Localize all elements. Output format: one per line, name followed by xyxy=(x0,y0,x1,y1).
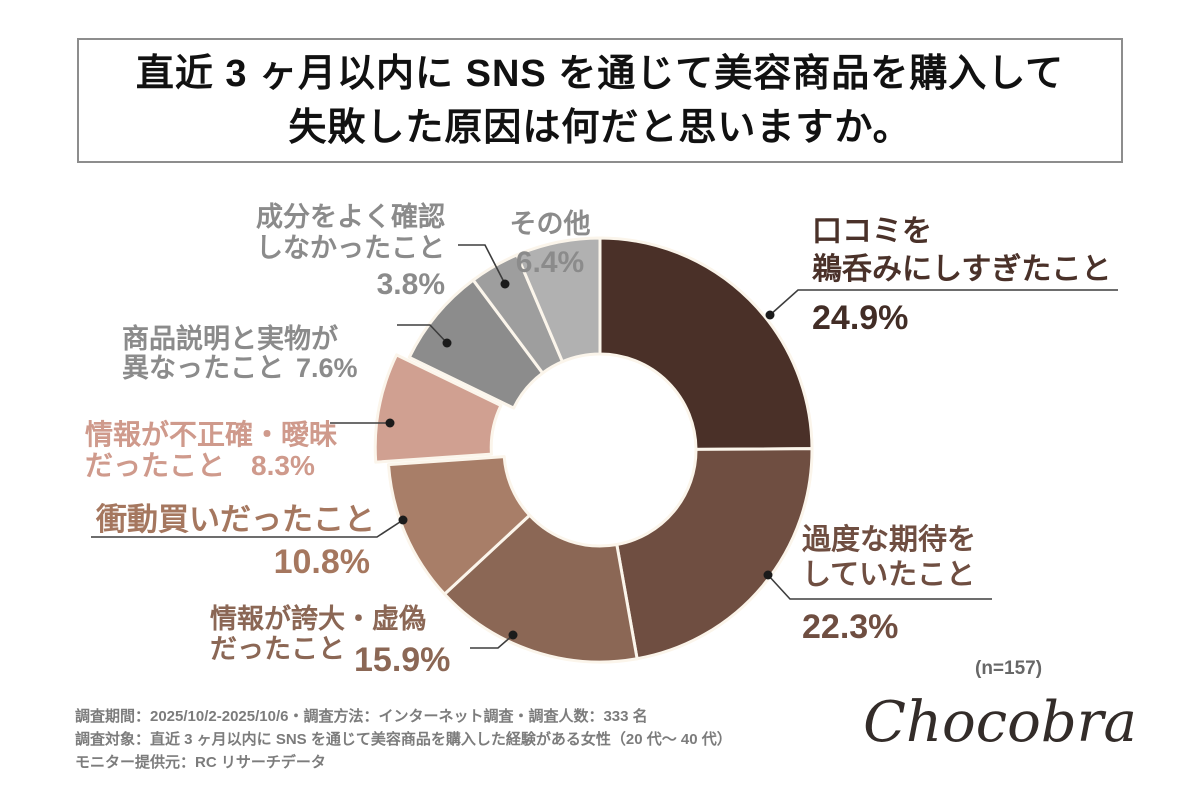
survey-notes: 調査期間：2025/10/2-2025/10/6・調査方法：インターネット調査・… xyxy=(75,708,732,771)
callout-seibun-text: 成分をよく確認 しなかったこと xyxy=(256,202,445,263)
donut-segment-shodo xyxy=(387,455,532,596)
callout-shohin-label: 商品説明と実物が 異なったこと 7.6% xyxy=(122,296,358,383)
callout-kado-pct: 22.3% xyxy=(802,608,899,646)
callout-fuseikaku-label: 情報が不正確・曖昧 だったこと 8.3% xyxy=(85,388,337,481)
brand-logo: Chocobra xyxy=(863,690,1137,755)
page-title: 直近 3 ヶ月以内に SNS を通じて美容商品を購入して 失敗した原因は何だと思… xyxy=(135,52,1065,149)
callout-kodai-label: 情報が誇大・虚偽 だったこと xyxy=(210,604,426,664)
donut-segment-kado xyxy=(615,447,814,661)
callout-shodo-label: 衝動買いだったこと xyxy=(96,502,375,537)
callout-sonota-label: その他 6.4% xyxy=(503,202,597,280)
callout-fuseikaku-pct: 8.3% xyxy=(251,450,315,481)
callout-kuchikomi-pct: 24.9% xyxy=(812,299,909,337)
callout-sonota-pct: 6.4% xyxy=(515,246,585,279)
donut-segment-kodai xyxy=(443,513,639,664)
donut-segment-fuseikaku xyxy=(373,353,503,464)
callout-kodai-pct: 15.9% xyxy=(354,641,451,679)
callout-fuseikaku-text: 情報が不正確・曖昧 だったこと xyxy=(85,419,338,481)
donut-segment-sonota xyxy=(515,236,602,364)
callout-sonota-text: その他 xyxy=(509,209,591,239)
title-box: 直近 3 ヶ月以内に SNS を通じて美容商品を購入して 失敗した原因は何だと思… xyxy=(77,38,1123,163)
callout-shohin-pct: 7.6% xyxy=(296,353,358,383)
sample-size-note: (n=157) xyxy=(975,658,1043,679)
callout-seibun-pct: 3.8% xyxy=(376,268,445,301)
callout-kuchikomi-label: 口コミを 鵜呑みにしすぎたこと xyxy=(812,215,1112,286)
callout-shohin-text: 商品説明と実物が 異なったこと xyxy=(122,324,338,383)
callout-seibun-label: 成分をよく確認 しなかったこと 3.8% xyxy=(256,202,445,302)
donut-segment-kuchikomi xyxy=(598,236,814,451)
callout-kado-label: 過度な期待を していたこと xyxy=(802,524,977,591)
callout-shodo-pct: 10.8% xyxy=(273,543,370,581)
